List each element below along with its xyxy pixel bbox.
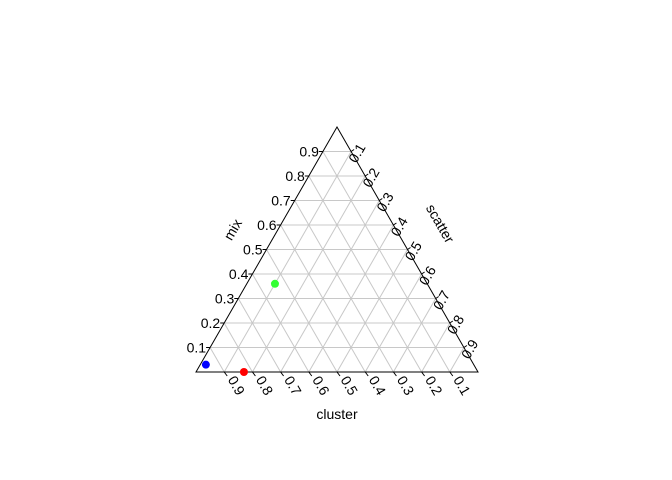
tick-label-cluster: 0.7 [281, 373, 305, 398]
tick-label-scatter: 0.7 [430, 287, 454, 312]
tick-mark-scatter [435, 296, 439, 299]
tick-mark-cluster [280, 371, 285, 377]
tick-label-mix: 0.8 [285, 168, 305, 184]
axis-titles: cluster mix scatter [220, 201, 458, 422]
grid-lines [209, 151, 465, 373]
tick-mark-scatter [449, 320, 454, 324]
tick-mark-scatter [379, 198, 383, 201]
grid-line-cluster [266, 249, 338, 373]
tick-mark-cluster [449, 371, 454, 377]
tick-mark-scatter [407, 247, 411, 250]
tick-label-scatter: 0.9 [458, 336, 482, 361]
grid-line-scatter [392, 298, 437, 373]
tick-label-cluster: 0.3 [394, 373, 418, 398]
tick-mark-cluster [308, 371, 313, 377]
tick-mark-cluster [251, 371, 256, 377]
tick-label-mix: 0.1 [187, 340, 207, 356]
tick-mark-cluster [364, 371, 369, 377]
tick-mark-scatter [350, 149, 355, 152]
tick-label-scatter: 0.4 [387, 214, 411, 239]
data-point [239, 368, 248, 376]
tick-label-scatter: 0.2 [359, 165, 383, 190]
grid-line-scatter [223, 151, 352, 373]
grid-line-scatter [364, 273, 423, 373]
tick-label-mix: 0.4 [229, 266, 249, 282]
grid-line-cluster [209, 347, 225, 373]
axis-title-scatter: scatter [423, 201, 458, 246]
tick-mark-cluster [223, 371, 228, 377]
tick-label-scatter: 0.8 [444, 312, 468, 337]
tick-label-scatter: 0.5 [401, 238, 425, 263]
tick-label-scatter: 0.6 [415, 263, 439, 288]
tick-label-mix: 0.7 [271, 193, 291, 209]
tick-label-mix: 0.5 [243, 242, 263, 258]
axis-title-cluster: cluster [316, 406, 358, 422]
grid-line-scatter [280, 200, 380, 373]
grid-line-cluster [294, 200, 394, 373]
grid-line-cluster [322, 151, 451, 373]
grid-line-scatter [421, 322, 451, 373]
tick-label-cluster: 0.8 [253, 373, 277, 398]
tick-mark-cluster [336, 371, 341, 377]
tick-label-mix: 0.2 [201, 315, 221, 331]
tick-label-mix: 0.9 [299, 144, 319, 160]
tick-mark-cluster [421, 371, 426, 377]
data-point [201, 360, 210, 369]
tick-label-scatter: 0.3 [373, 189, 397, 214]
tick-label-cluster: 0.6 [309, 373, 333, 398]
grid-line-cluster [237, 298, 282, 373]
tick-label-cluster: 0.4 [366, 373, 390, 398]
tick-label-mix: 0.6 [257, 217, 277, 233]
axis-title-mix: mix [220, 216, 245, 243]
grid-line-scatter [449, 347, 465, 373]
data-points [201, 279, 279, 376]
tick-label-cluster: 0.5 [338, 373, 362, 398]
tick-mark-scatter [421, 271, 425, 275]
grid-line-cluster [251, 273, 310, 373]
tick-mark-scatter [463, 345, 468, 348]
tick-label-mix: 0.3 [215, 291, 235, 307]
tick-mark-scatter [364, 173, 369, 177]
tick-label-scatter: 0.1 [345, 140, 369, 165]
tick-label-cluster: 0.1 [450, 373, 474, 398]
data-point [270, 279, 279, 288]
grid-line-scatter [336, 249, 408, 373]
tick-mark-cluster [392, 371, 397, 377]
tick-label-cluster: 0.2 [422, 373, 446, 398]
tick-label-cluster: 0.9 [225, 373, 249, 398]
tick-mark-scatter [393, 222, 397, 226]
grid-line-cluster [223, 322, 253, 373]
